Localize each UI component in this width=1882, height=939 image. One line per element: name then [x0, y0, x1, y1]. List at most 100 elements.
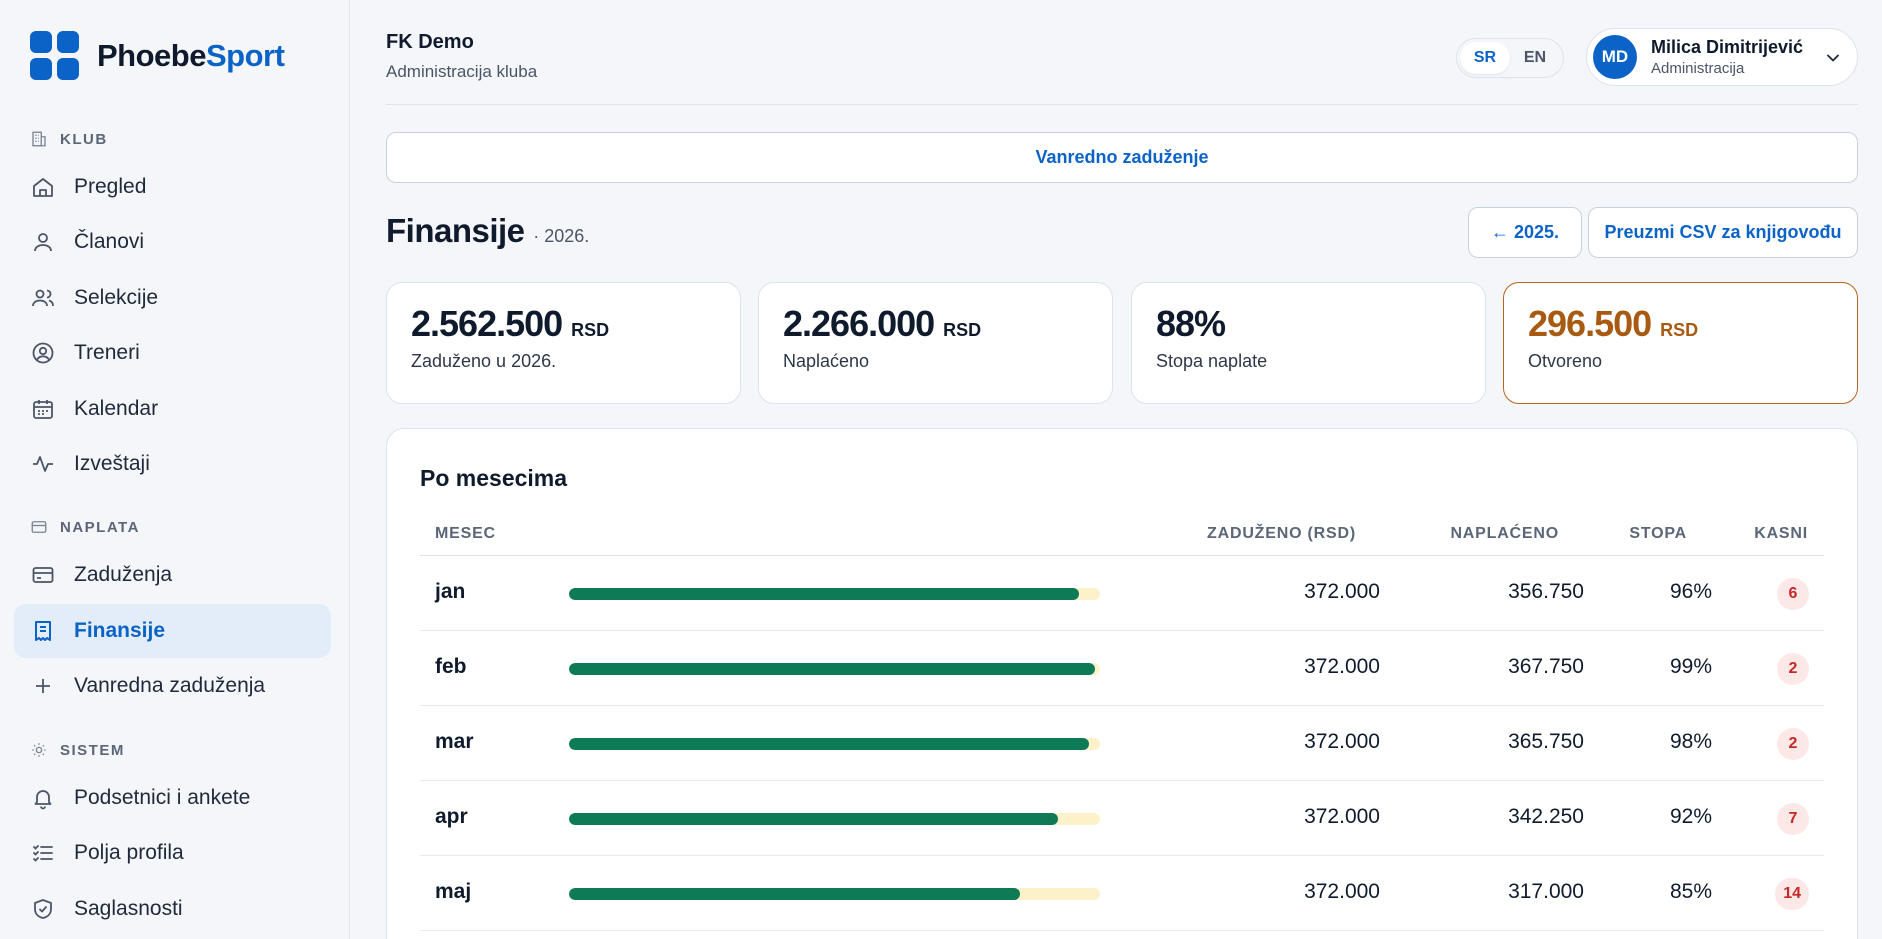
late-badge: 2 — [1777, 653, 1809, 685]
sidebar-item-pregled[interactable]: Pregled — [14, 160, 331, 214]
sidebar-item-label: Kalendar — [74, 397, 159, 420]
column-header-charged: ZADUŽENO (RSD) — [1207, 525, 1356, 542]
month-cell: feb — [435, 655, 467, 678]
stat-label: Naplaćeno — [783, 351, 870, 371]
month-cell: apr — [435, 805, 468, 828]
table-row: jan 372.000 356.750 96% 6 — [420, 556, 1824, 631]
progress-bar — [569, 813, 1100, 825]
stat-label: Zaduženo u 2026. — [411, 351, 557, 371]
activity-icon — [30, 451, 56, 477]
sidebar-item-finansije[interactable]: Finansije — [14, 604, 331, 658]
shield-check-icon — [30, 896, 56, 922]
user-role: Administracija — [1651, 60, 1745, 77]
stat-label: Otvoreno — [1528, 351, 1603, 371]
users-icon — [30, 285, 56, 311]
lang-sr-button[interactable]: SR — [1460, 42, 1510, 74]
home-icon — [30, 174, 56, 200]
sidebar-item-polja[interactable]: Polja profila — [14, 826, 331, 880]
month-cell: jan — [435, 580, 466, 603]
brand[interactable]: PhoebeSport — [30, 31, 285, 80]
user-circle-icon — [30, 340, 56, 366]
sidebar: PhoebeSport KLUB Pregled Članovi Selekci… — [0, 0, 350, 939]
stat-value: 2.266.000 RSD — [783, 303, 982, 344]
user-menu[interactable]: MD Milica Dimitrijević Administracija — [1586, 28, 1858, 86]
sidebar-item-label: Finansije — [74, 619, 166, 642]
progress-bar-fill — [569, 663, 1095, 675]
stat-card-collected: 2.266.000 RSD Naplaćeno — [758, 282, 1113, 404]
stat-value: 296.500 RSD — [1528, 303, 1699, 344]
table-row: apr 372.000 342.250 92% 7 — [420, 781, 1824, 856]
phoebesport-logo-icon — [30, 31, 79, 80]
column-header-rate: STOPA — [1629, 525, 1687, 542]
sidebar-item-selekcije[interactable]: Selekcije — [14, 271, 331, 325]
progress-bar — [569, 588, 1100, 600]
stat-card-rate: 88% Stopa naplate — [1131, 282, 1486, 404]
building-icon — [30, 130, 48, 148]
sidebar-item-label: Treneri — [74, 341, 140, 364]
month-cell: maj — [435, 880, 472, 903]
chevron-down-icon — [1823, 48, 1843, 68]
section-label-klub: KLUB — [30, 130, 108, 148]
extra-charge-button[interactable]: Vanredno zaduženje — [386, 132, 1858, 183]
column-header-month: MESEC — [435, 525, 496, 542]
table-row: feb 372.000 367.750 99% 2 — [420, 631, 1824, 706]
page-title: Finansije · 2026. — [386, 212, 590, 249]
sidebar-item-treneri[interactable]: Treneri — [14, 326, 331, 380]
stat-card-charged: 2.562.500 RSD Zaduženo u 2026. — [386, 282, 741, 404]
charged-cell: 372.000 — [1304, 880, 1380, 903]
sidebar-item-label: Podsetnici i ankete — [74, 786, 251, 809]
sidebar-item-vanredna[interactable]: Vanredna zaduženja — [14, 659, 331, 713]
sidebar-item-label: Članovi — [74, 230, 145, 253]
sidebar-item-clanovi[interactable]: Članovi — [14, 215, 331, 269]
charged-cell: 372.000 — [1304, 730, 1380, 753]
table-row: maj 372.000 317.000 85% 14 — [420, 856, 1824, 931]
progress-bar-fill — [569, 738, 1090, 750]
progress-bar — [569, 663, 1100, 675]
stat-value: 2.562.500 RSD — [411, 303, 610, 344]
previous-year-button[interactable]: ← 2025. — [1468, 207, 1582, 258]
user-name: Milica Dimitrijević — [1651, 37, 1804, 57]
sidebar-item-label: Polja profila — [74, 841, 184, 864]
column-header-collected: NAPLAĆENO — [1450, 525, 1559, 542]
sidebar-item-kalendar[interactable]: Kalendar — [14, 382, 331, 436]
club-subtitle: Administracija kluba — [386, 62, 538, 81]
late-badge: 6 — [1777, 578, 1809, 610]
charged-cell: 372.000 — [1304, 805, 1380, 828]
lang-en-button[interactable]: EN — [1523, 49, 1547, 66]
plus-icon — [30, 673, 56, 699]
late-badge: 14 — [1775, 878, 1809, 910]
checklist-icon — [30, 840, 56, 866]
sidebar-item-label: Vanredna zaduženja — [74, 674, 266, 697]
sidebar-item-label: Zaduženja — [74, 563, 173, 586]
calendar-icon — [30, 396, 56, 422]
late-badge: 7 — [1777, 803, 1809, 835]
download-csv-button[interactable]: Preuzmi CSV za knjigovođu — [1588, 207, 1858, 258]
collected-cell: 356.750 — [1508, 580, 1584, 603]
monthly-panel: Po mesecima MESEC ZADUŽENO (RSD) NAPLAĆE… — [386, 428, 1858, 939]
charged-cell: 372.000 — [1304, 580, 1380, 603]
sidebar-item-podsetnici[interactable]: Podsetnici i ankete — [14, 771, 331, 825]
sidebar-item-label: Saglasnosti — [74, 897, 183, 920]
rate-cell: 96% — [1669, 580, 1712, 603]
club-name: FK Demo — [386, 31, 474, 53]
progress-bar-fill — [569, 813, 1058, 825]
table-row: mar 372.000 365.750 98% 2 — [420, 706, 1824, 781]
sidebar-item-zaduzenja[interactable]: Zaduženja — [14, 548, 331, 602]
charged-cell: 372.000 — [1304, 655, 1380, 678]
stat-card-open: 296.500 RSD Otvoreno — [1503, 282, 1858, 404]
rate-cell: 99% — [1669, 655, 1712, 678]
sidebar-item-saglasnosti[interactable]: Saglasnosti — [14, 882, 331, 936]
progress-bar-fill — [569, 588, 1079, 600]
collected-cell: 342.250 — [1508, 805, 1584, 828]
month-cell: mar — [435, 730, 474, 753]
credit-card-icon — [30, 562, 56, 588]
bell-icon — [30, 785, 56, 811]
collected-cell: 367.750 — [1508, 655, 1584, 678]
rate-cell: 85% — [1669, 880, 1712, 903]
stat-label: Stopa naplate — [1156, 351, 1268, 371]
avatar: MD — [1593, 35, 1637, 79]
sidebar-item-label: Pregled — [74, 175, 147, 198]
collected-cell: 317.000 — [1508, 880, 1584, 903]
sidebar-item-izvestaji[interactable]: Izveštaji — [14, 437, 331, 491]
column-header-late: KASNI — [1754, 525, 1808, 542]
